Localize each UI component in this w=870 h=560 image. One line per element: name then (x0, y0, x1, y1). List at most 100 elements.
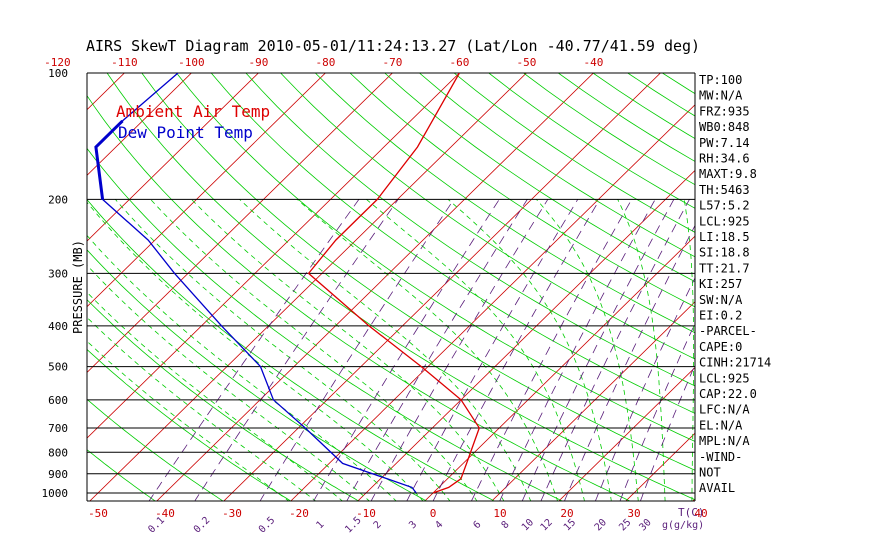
index-entry: -PARCEL- (699, 324, 757, 338)
mixing-ratio-tick-label: 3 (407, 519, 419, 531)
mixing-ratio-line (540, 199, 690, 501)
top-temp-tick-label: -70 (382, 56, 402, 69)
pressure-tick-label: 1000 (42, 487, 69, 500)
bottom-temp-tick-label: -10 (356, 507, 376, 520)
dry-adiabat-line (349, 73, 695, 308)
dry-adiabat-line (418, 73, 695, 258)
moist-adiabat-line (683, 199, 694, 501)
ambient-temp-trace (307, 73, 481, 494)
mixing-ratio-tick-label: 0.2 (192, 515, 213, 536)
index-entry: MW:N/A (699, 89, 743, 103)
dry-adiabat-line (87, 398, 224, 501)
pressure-tick-label: 700 (48, 422, 68, 435)
pressure-tick-label: 500 (48, 361, 68, 374)
index-entry: FRZ:935 (699, 104, 750, 118)
y-axis-label: PRESSURE (MB) (71, 240, 85, 334)
dry-adiabat-line (245, 73, 695, 387)
dry-adiabat-line (87, 147, 564, 501)
isotherm-line (89, 73, 527, 501)
bottom-temperature-tick-labels: -50 -40 -30 -20 -10 0 10 20 30 40 (88, 507, 708, 520)
dry-adiabat-line (210, 73, 695, 414)
mixing-ratio-tick-label: 6 (472, 519, 484, 531)
top-temp-tick-label: -80 (315, 56, 335, 69)
moist-adiabat-line (297, 199, 559, 501)
isotherm-line (759, 54, 870, 502)
pressure-tick-label: 100 (48, 67, 68, 80)
x-axis-unit-label: T(C) (678, 506, 705, 519)
mixing-ratio-tick-label: 10 (520, 517, 536, 533)
bottom-temp-tick-label: -30 (222, 507, 242, 520)
index-entry: MAXT:9.8 (699, 167, 757, 181)
dry-adiabat-line (87, 449, 156, 501)
mixing-ratio-line (499, 199, 656, 501)
mixing-ratio-line (346, 199, 528, 501)
dry-adiabat-line (87, 299, 360, 501)
moist-adiabat-line (115, 199, 451, 501)
top-temp-tick-label: -40 (583, 56, 603, 69)
moist-adiabat-line (447, 199, 612, 501)
dry-adiabat-line (661, 73, 695, 95)
index-entry: LCL:925 (699, 214, 750, 228)
mixing-ratio-line (194, 199, 399, 501)
mixing-ratio-line (259, 199, 455, 501)
dry-adiabat-line (384, 73, 695, 283)
index-entry: CAP:22.0 (699, 387, 757, 401)
bottom-temp-tick-label: -40 (155, 507, 175, 520)
moist-adiabat-line (536, 199, 639, 501)
index-entry: CINH:21714 (699, 356, 771, 370)
index-entry: TT:21.7 (699, 261, 750, 275)
moist-adiabat-line (87, 340, 290, 501)
moist-adiabat-line (87, 264, 370, 501)
dry-adiabat-line (667, 54, 870, 502)
mixing-ratio-line (406, 199, 579, 501)
mixing-ratio-tick-label: 0.5 (257, 515, 278, 536)
top-temp-tick-label: -120 (44, 56, 71, 69)
mixing-ratio-line (313, 199, 500, 501)
isotherm-line (826, 54, 870, 502)
moist-adiabat-line (87, 316, 317, 501)
legend-ambient-air-temp: Ambient Air Temp (116, 102, 270, 121)
mixing-ratio-tick-label: 8 (500, 519, 512, 531)
dry-adiabat-line (522, 73, 695, 186)
index-entry: PW:7.14 (699, 136, 750, 150)
dry-adiabat-line (280, 73, 695, 360)
index-entry: SW:N/A (699, 293, 743, 307)
mixing-ratio-tick-label: 1 (314, 519, 326, 531)
index-entry: LI:18.5 (699, 230, 750, 244)
moist-adiabat-line (87, 201, 424, 501)
index-entry: RH:34.6 (699, 152, 750, 166)
chart-title: AIRS SkewT Diagram 2010-05-01/11:24:13.2… (86, 37, 700, 55)
legend: Ambient Air Temp Dew Point Temp (116, 102, 270, 142)
isotherm-line (491, 301, 695, 501)
index-entry: EI:0.2 (699, 309, 742, 323)
dry-adiabat-line (106, 73, 695, 501)
pressure-tick-label: 600 (48, 394, 68, 407)
dry-adiabat-line (87, 94, 631, 501)
mixing-ratio-line (521, 199, 675, 501)
isotherm-line (87, 73, 192, 176)
bottom-temp-tick-label: 0 (430, 507, 437, 520)
index-entry: TP:100 (699, 73, 742, 87)
top-temp-tick-label: -110 (111, 56, 138, 69)
index-entry: AVAIL (699, 481, 735, 495)
dry-adiabat-line (314, 73, 695, 334)
index-entry: L57:5.2 (699, 199, 750, 213)
pressure-tick-label: 900 (48, 468, 68, 481)
bottom-temp-tick-label: -20 (289, 507, 309, 520)
legend-dew-point-temp: Dew Point Temp (118, 123, 253, 142)
top-temperature-tick-labels: -120 -110 -100 -90 -80 -70 -60 -50 -40 (44, 56, 603, 69)
index-entry: EL:N/A (699, 418, 743, 432)
mixing-ratio-line (563, 224, 695, 501)
isotherm-line (290, 104, 695, 501)
mixing-ratio-tick-label: 2 (372, 519, 384, 531)
index-entry: TH:5463 (699, 183, 750, 197)
isotherm-line (424, 235, 695, 501)
isotherm-line (558, 366, 695, 501)
bottom-temp-tick-label: 20 (560, 507, 573, 520)
isotherm-line (87, 73, 259, 242)
dry-adiabat-line (176, 73, 695, 442)
mixing-ratio-line (470, 199, 633, 501)
pressure-tick-label: 200 (48, 193, 68, 206)
